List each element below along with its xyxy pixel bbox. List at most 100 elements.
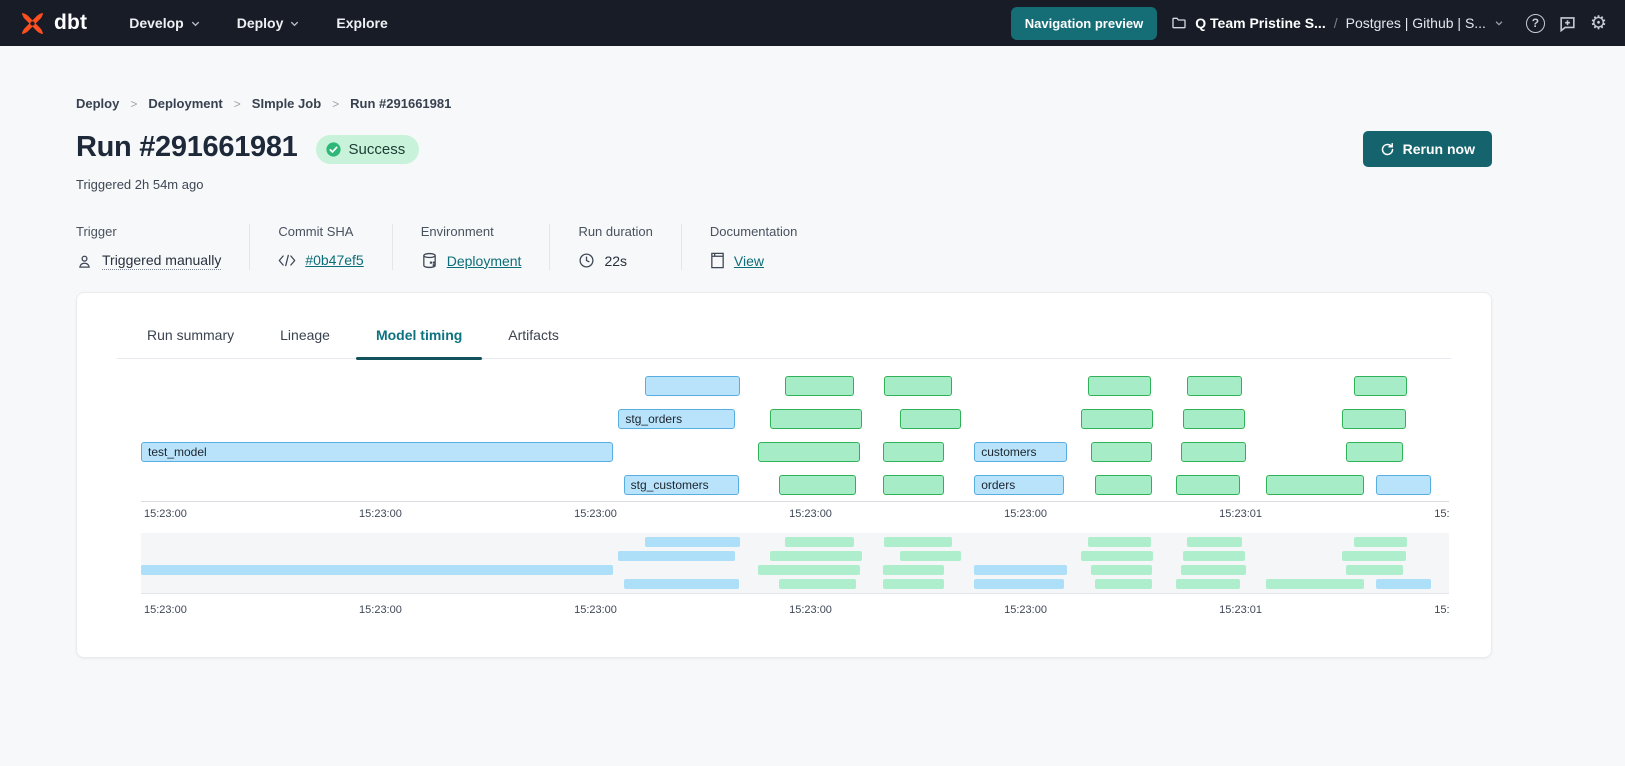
gantt-bar[interactable] bbox=[1087, 376, 1151, 396]
rerun-icon bbox=[1381, 142, 1393, 155]
gantt-bar bbox=[1345, 565, 1404, 575]
gantt-bar[interactable] bbox=[882, 475, 945, 495]
menu-deploy-label: Deploy bbox=[236, 15, 284, 31]
gantt-bar[interactable] bbox=[1094, 475, 1153, 495]
gantt-bar bbox=[1081, 551, 1154, 561]
database-icon bbox=[421, 252, 438, 269]
gantt-bar[interactable] bbox=[1345, 442, 1404, 462]
gantt-bar[interactable] bbox=[1341, 409, 1406, 429]
gantt-bar[interactable] bbox=[1180, 442, 1247, 462]
gantt-bar bbox=[1375, 579, 1431, 589]
dbt-logo[interactable]: dbt bbox=[18, 9, 87, 38]
main-menu: Develop Deploy Explore bbox=[129, 15, 388, 31]
gantt-bar-stg_customers[interactable]: stg_customers bbox=[623, 475, 739, 495]
rerun-label: Rerun now bbox=[1402, 141, 1475, 157]
axis-tick-label: 15:23:00 bbox=[359, 508, 402, 520]
time-axis: 15:23:00 15:23:00 15:23:00 15:23:00 15:23:00… bbox=[141, 501, 1449, 523]
gantt-bar[interactable] bbox=[1183, 409, 1245, 429]
axis-tick-label: 15:23:01 bbox=[1219, 508, 1262, 520]
chevron-down-icon bbox=[1495, 21, 1503, 26]
tab-artifacts[interactable]: Artifacts bbox=[508, 327, 559, 343]
menu-explore[interactable]: Explore bbox=[336, 15, 387, 31]
gantt-row: stg_orders bbox=[141, 409, 1449, 429]
gantt-bar[interactable] bbox=[644, 376, 741, 396]
gantt-bar[interactable] bbox=[1353, 376, 1408, 396]
navigation-preview-button[interactable]: Navigation preview bbox=[1010, 6, 1158, 40]
brush-time-axis: 15:23:00 15:23:00 15:23:00 15:23:00 15:23:00… bbox=[141, 598, 1449, 620]
meta-documentation-label: Documentation bbox=[709, 224, 798, 239]
gantt-bar[interactable] bbox=[1187, 376, 1243, 396]
menu-develop-label: Develop bbox=[129, 15, 184, 31]
dbt-logo-icon bbox=[18, 9, 47, 38]
axis-tick-label: 15:23:00 bbox=[1004, 508, 1047, 520]
gantt-bar[interactable] bbox=[899, 409, 962, 429]
gantt-row: test_model customers bbox=[141, 442, 1449, 462]
account-name: Q Team Pristine S... bbox=[1195, 15, 1326, 31]
gantt-bar[interactable] bbox=[1265, 475, 1364, 495]
timeline-brush[interactable] bbox=[141, 533, 1449, 594]
document-icon bbox=[710, 252, 725, 269]
meta-trigger-label: Trigger bbox=[76, 224, 117, 239]
gantt-bar bbox=[758, 565, 861, 575]
documentation-view-link[interactable]: View bbox=[733, 252, 764, 269]
gantt-bar-orders bbox=[974, 579, 1065, 589]
gantt-bar-label: stg_customers bbox=[630, 478, 709, 492]
help-icon[interactable] bbox=[1525, 13, 1545, 33]
gantt-bar-stg_customers bbox=[623, 579, 739, 589]
gantt-bar-label: test_model bbox=[148, 445, 207, 459]
gantt-bar-label: stg_orders bbox=[625, 412, 683, 426]
gantt-bar[interactable] bbox=[779, 475, 857, 495]
folder-icon bbox=[1172, 17, 1186, 29]
gantt-bar[interactable] bbox=[1090, 442, 1153, 462]
gantt-bar bbox=[883, 537, 952, 547]
gantt-bar[interactable] bbox=[1081, 409, 1154, 429]
breadcrumb-deploy[interactable]: Deploy bbox=[76, 96, 120, 111]
gantt-bar[interactable] bbox=[1375, 475, 1431, 495]
gantt-bar-test_model bbox=[141, 565, 614, 575]
gantt-bar[interactable] bbox=[883, 376, 952, 396]
gantt-bar-stg_orders[interactable]: stg_orders bbox=[618, 409, 735, 429]
gantt-bar[interactable] bbox=[770, 409, 862, 429]
meta-trigger-value[interactable]: Triggered manually bbox=[102, 252, 222, 270]
duration-value: 22s bbox=[604, 252, 628, 269]
breadcrumb-job[interactable]: SImple Job bbox=[251, 96, 322, 111]
gantt-bar bbox=[784, 537, 854, 547]
meta-documentation: Documentation View bbox=[710, 224, 797, 270]
project-name: Postgres | Github | S... bbox=[1345, 15, 1486, 31]
axis-tick-label: 15:23:00 bbox=[789, 604, 832, 616]
settings-gear-icon[interactable] bbox=[1590, 14, 1607, 33]
menu-deploy[interactable]: Deploy bbox=[237, 15, 301, 31]
gantt-bar[interactable] bbox=[758, 442, 861, 462]
gantt-bar-customers bbox=[974, 565, 1068, 575]
breadcrumb-current-run: Run #291661981 bbox=[350, 96, 452, 111]
meta-environment-label: Environment bbox=[420, 224, 494, 239]
gantt-bar[interactable] bbox=[1175, 475, 1240, 495]
tab-lineage[interactable]: Lineage bbox=[280, 327, 330, 343]
gantt-row bbox=[141, 376, 1449, 396]
gantt-bar bbox=[1265, 579, 1364, 589]
gantt-bar[interactable] bbox=[882, 442, 945, 462]
axis-tick-label: 15:23:00 bbox=[1004, 604, 1047, 616]
commit-sha-link[interactable]: #0b47ef5 bbox=[305, 252, 364, 268]
axis-tick-label: 15:23:01 bbox=[1434, 508, 1449, 520]
gantt-bar bbox=[1180, 565, 1247, 575]
axis-tick-label: 15:23:01 bbox=[1434, 604, 1449, 616]
divider bbox=[549, 224, 551, 270]
gantt-bar-orders[interactable]: orders bbox=[974, 475, 1065, 495]
breadcrumb: Deploy > Deployment > SImple Job > Run #… bbox=[76, 96, 1492, 111]
axis-tick-label: 15:23:00 bbox=[144, 604, 187, 616]
menu-develop[interactable]: Develop bbox=[129, 15, 200, 31]
tab-run-summary[interactable]: Run summary bbox=[147, 327, 235, 343]
gantt-bar-test_model[interactable]: test_model bbox=[141, 442, 614, 462]
chevron-down-icon bbox=[291, 21, 299, 26]
gantt-bar bbox=[1187, 537, 1243, 547]
tab-model-timing[interactable]: Model timing bbox=[355, 327, 483, 360]
chevron-down-icon bbox=[191, 21, 199, 26]
breadcrumb-deployment[interactable]: Deployment bbox=[148, 96, 223, 111]
environment-link[interactable]: Deployment bbox=[446, 252, 522, 269]
gantt-bar[interactable] bbox=[784, 376, 854, 396]
account-project-selector[interactable]: Q Team Pristine S... / Postgres | Github… bbox=[1171, 15, 1504, 31]
feedback-icon[interactable] bbox=[1558, 14, 1577, 33]
gantt-bar-customers[interactable]: customers bbox=[974, 442, 1068, 462]
rerun-now-button[interactable]: Rerun now bbox=[1362, 131, 1492, 167]
